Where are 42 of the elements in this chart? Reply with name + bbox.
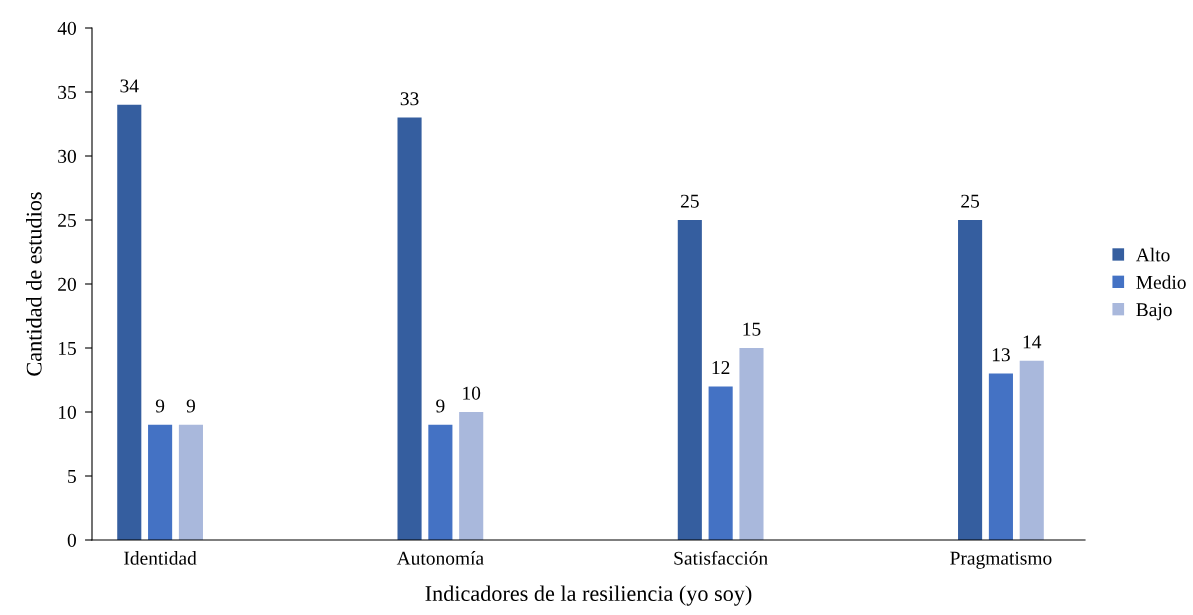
x-tick-label: Pragmatismo: [950, 551, 1052, 569]
bar: [958, 220, 983, 540]
y-tick-label: 5: [68, 470, 76, 483]
bar: [988, 373, 1013, 540]
bar: [428, 424, 453, 540]
y-tick-label: 40: [57, 21, 76, 35]
x-tick-label: Satisfacción: [674, 550, 768, 565]
bar: [1019, 360, 1044, 540]
bar: [677, 220, 702, 540]
x-axis-title: Indicadores de la resiliencia (yo soy): [425, 585, 752, 606]
data-label: 25: [680, 194, 699, 208]
x-tick-label: Identidad: [124, 551, 197, 565]
data-label: 13: [992, 348, 1010, 362]
y-tick-label: 20: [58, 277, 76, 291]
bar: [117, 104, 142, 540]
data-label: 9: [186, 399, 195, 413]
legend-label: Bajo: [1136, 303, 1172, 321]
data-label: 15: [743, 322, 761, 336]
legend-label: Alto: [1135, 247, 1170, 262]
data-label: 10: [463, 386, 481, 400]
y-tick-label: 15: [58, 341, 76, 355]
bar: [148, 424, 173, 540]
y-tick-label: 30: [58, 149, 76, 163]
y-tick-label: 35: [58, 85, 76, 99]
data-label: 25: [961, 194, 980, 208]
bar: [739, 348, 764, 540]
data-label: 9: [436, 399, 445, 413]
y-axis-title: Cantidad de estudios: [26, 192, 42, 376]
y-tick-label: 10: [58, 405, 76, 419]
y-tick-label: 0: [67, 533, 76, 547]
bar: [397, 117, 422, 540]
y-tick-label: 25: [58, 213, 76, 227]
legend-label: Medio: [1136, 275, 1186, 289]
bar: [708, 386, 733, 540]
bar: [459, 412, 484, 540]
data-label: 9: [155, 399, 165, 413]
data-label: 33: [400, 92, 419, 106]
data-label: 12: [712, 361, 730, 374]
x-tick-label: Autonomía: [396, 551, 484, 565]
data-label: 14: [1023, 335, 1042, 349]
data-label: 34: [120, 79, 139, 93]
bar: [178, 424, 203, 540]
